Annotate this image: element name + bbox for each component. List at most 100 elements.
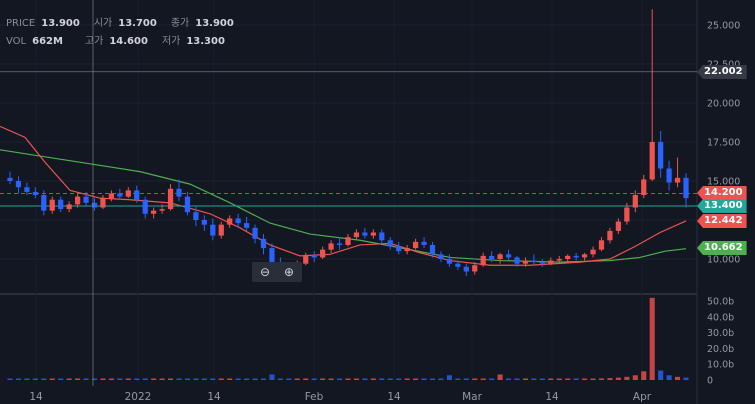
volume-bar: [446, 375, 452, 380]
volume-bar: [413, 378, 419, 380]
candle-body: [379, 232, 385, 241]
candle-body: [311, 255, 317, 258]
price-tick-label: 20.000: [707, 99, 740, 110]
close-value: 13.900: [195, 18, 234, 29]
volume-bar: [235, 378, 241, 380]
time-tick-label: 14: [29, 391, 43, 403]
last-price-tag: 14.200: [697, 186, 747, 200]
volume-bar: [429, 378, 436, 380]
price-label: PRICE: [6, 18, 36, 29]
volume-bar: [66, 378, 72, 380]
candle-body: [167, 188, 174, 210]
volume-tick-label: 10.0b: [707, 360, 734, 371]
candle-body: [269, 248, 275, 263]
candle-body: [58, 199, 64, 210]
volume-bar: [565, 378, 571, 380]
candle-body: [505, 254, 512, 258]
vol-label: VOL: [6, 36, 27, 47]
crosshair: [0, 0, 697, 386]
volume-bar: [159, 378, 165, 380]
volume-bar: [277, 378, 283, 380]
candle-body: [615, 221, 622, 231]
volume-bar: [472, 378, 478, 380]
volume-bar: [142, 378, 148, 380]
time-tick-label: Feb: [305, 391, 324, 403]
volume-bar: [58, 378, 64, 380]
volume-bar: [117, 378, 123, 380]
volume-bar: [548, 378, 554, 380]
candle-body: [412, 241, 419, 249]
candlesticks: [7, 9, 689, 278]
candle-body: [396, 246, 402, 252]
volume-bar: [83, 378, 89, 380]
volume-bar: [210, 378, 216, 380]
candle-body: [328, 243, 334, 250]
time-tick-label: Mar: [462, 391, 482, 403]
volume-tick-label: 20.0b: [707, 344, 734, 355]
candle-body: [362, 232, 368, 236]
candle-body: [15, 181, 22, 188]
volume-bar: [582, 378, 588, 380]
candle-body: [370, 232, 376, 236]
time-tick-label: Apr: [633, 391, 652, 403]
zoom-in-icon[interactable]: ⊕: [283, 265, 295, 279]
candle-body: [649, 142, 655, 180]
volume-bar: [91, 378, 98, 380]
candle-body: [142, 199, 148, 214]
volume-bar: [49, 378, 55, 380]
volume-bar: [379, 378, 385, 380]
candle-body: [134, 190, 140, 200]
candle-body: [531, 260, 537, 263]
candle-body: [336, 243, 343, 245]
candle-body: [235, 218, 241, 224]
candle-body: [489, 255, 495, 259]
candle-body: [387, 240, 393, 247]
volume-tick-label: 30.0b: [707, 328, 734, 339]
volume-bar: [683, 377, 689, 380]
candle-body: [438, 254, 444, 259]
volume-bar: [497, 374, 503, 380]
volume-bar: [396, 378, 402, 380]
volume-bar: [15, 378, 21, 380]
volume-tick-label: 50.0b: [707, 297, 734, 308]
time-tick-label: 14: [387, 391, 401, 403]
volume-tick-label: 40.0b: [707, 312, 734, 323]
candle-body: [227, 218, 233, 225]
volume-bar: [455, 378, 461, 380]
low-label: 저가: [161, 36, 181, 47]
volume-bar: [531, 378, 537, 380]
volume-bar: [362, 378, 368, 380]
volume-bar: [675, 376, 681, 380]
candle-body: [497, 254, 503, 259]
moving-average-lines: [0, 125, 697, 266]
candle-body: [201, 220, 207, 225]
price-tick-label: 17.500: [707, 138, 740, 149]
zoom-out-icon[interactable]: ⊖: [259, 265, 271, 279]
time-tick-label: 2022: [125, 391, 152, 403]
high-label: 고가: [84, 36, 104, 47]
candle-body: [480, 255, 486, 266]
volume-bar: [370, 378, 376, 380]
volume-bar: [320, 378, 326, 380]
candle-body: [320, 249, 326, 258]
price-tick-label: 25.000: [707, 21, 740, 32]
vol-value: 662M: [32, 36, 63, 47]
volume-bar: [218, 378, 224, 380]
volume-bar: [590, 378, 596, 380]
volume-bar: [624, 376, 630, 380]
volume-bar: [260, 378, 267, 380]
candle-body: [632, 195, 638, 208]
volume-bar: [387, 378, 393, 380]
candle-body: [463, 266, 469, 272]
candle-body: [24, 187, 30, 192]
volume-bar: [41, 378, 47, 380]
candle-body: [472, 265, 478, 272]
price-tick-label: 10.000: [707, 255, 740, 266]
volume-bar: [24, 378, 30, 380]
candle-body: [252, 227, 258, 239]
ma-long-tag: 10.662: [697, 241, 747, 255]
candle-body: [404, 248, 410, 252]
volume-bar: [666, 375, 672, 380]
